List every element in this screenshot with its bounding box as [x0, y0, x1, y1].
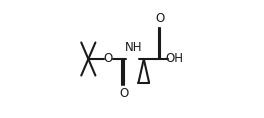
Text: O: O [156, 12, 165, 25]
Text: OH: OH [165, 53, 183, 65]
Text: O: O [104, 53, 113, 65]
Text: NH: NH [125, 41, 143, 54]
Text: O: O [119, 87, 128, 100]
